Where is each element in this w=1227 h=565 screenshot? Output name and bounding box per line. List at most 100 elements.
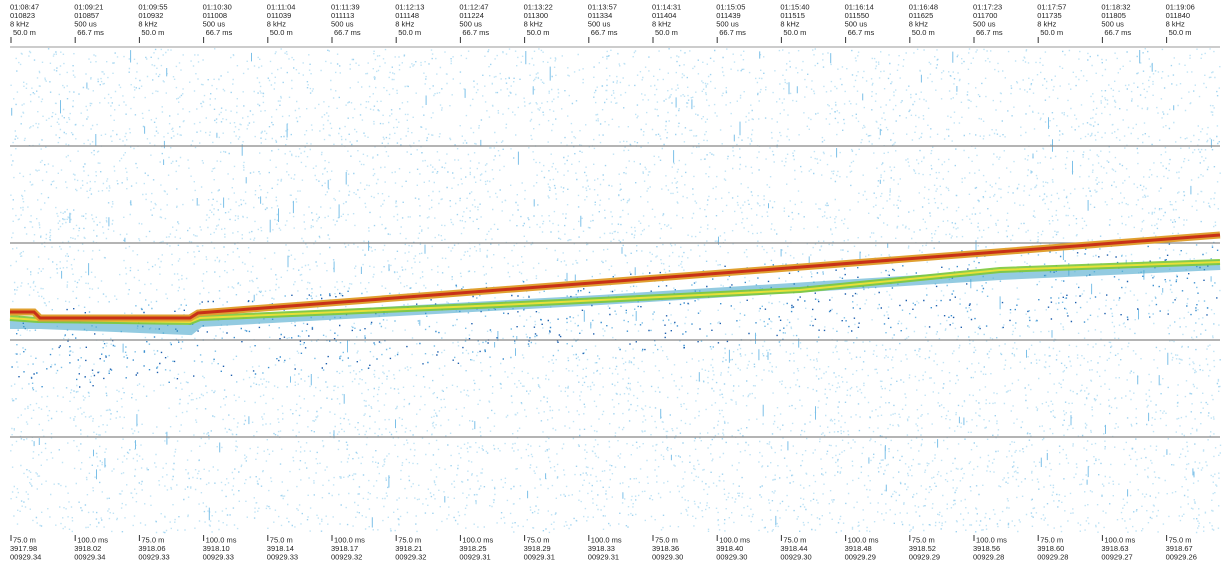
footer-label: 75.0 m [1040,536,1063,545]
header-label: 011515 [780,11,804,20]
header-label: 500 us [203,20,226,29]
footer-label: 00929.27 [1101,553,1132,562]
header-label: 8 kHz [138,20,157,29]
header-label: 8 kHz [780,20,799,29]
header-label: 50.0 m [912,28,935,37]
header-label: 50.0 m [1040,28,1063,37]
header-label: 010932 [138,11,163,20]
header-label: 011113 [331,11,354,20]
header-label: 500 us [459,20,482,29]
footer-label: 00929.31 [459,553,490,562]
header-label: 8 kHz [10,20,29,29]
header-label: 011840 [1166,11,1190,20]
header-label: 50.0 m [655,28,678,37]
header-label: 8 kHz [1166,20,1185,29]
footer-label: 00929.30 [716,553,747,562]
footer-label: 00929.34 [10,553,41,562]
header-label: 011550 [845,11,869,20]
footer-label: 00929.31 [588,553,619,562]
footer-label: 00929.32 [331,553,362,562]
speckle [10,48,1222,534]
footer-label: 100.0 ms [591,536,622,545]
footer-label: 75.0 m [912,536,935,545]
header-label: 01:08:47 [10,3,39,12]
footer-label: 00929.28 [1037,553,1068,562]
header-label: 01:11:04 [267,3,296,12]
footer-label: 00929.29 [909,553,940,562]
footer-label: 3918.36 [652,544,679,553]
footer-label: 3918.56 [973,544,1000,553]
header-label: 011224 [459,11,483,20]
header-label: 01:12:47 [459,3,488,12]
header-label: 01:09:55 [138,3,167,12]
footer-label: 3918.14 [267,544,294,553]
header-label: 50.0 m [398,28,421,37]
footer-label: 100.0 ms [976,536,1007,545]
header-label: 010857 [74,11,99,20]
header-label: 500 us [973,20,996,29]
header-label: 011008 [203,11,227,20]
header-label: 500 us [588,20,611,29]
sub-bottom-echo [10,260,1221,336]
header-label: 01:17:57 [1037,3,1066,12]
header-label: 01:13:57 [588,3,617,12]
header-label: 011148 [395,11,419,20]
header-label: 011625 [909,11,933,20]
header-label: 8 kHz [652,20,671,29]
footer-label: 3918.40 [716,544,743,553]
header-label: 8 kHz [1037,20,1056,29]
footer-label: 00929.30 [780,553,811,562]
header-label: 01:14:31 [652,3,681,12]
footer-label: 00929.31 [524,553,555,562]
footer-label: 3918.52 [909,544,936,553]
header-label: 66.7 ms [976,28,1003,37]
header-label: 01:12:13 [395,3,424,12]
header-label: 66.7 ms [206,28,233,37]
header-label: 66.7 ms [591,28,618,37]
header-label: 50.0 m [13,28,36,37]
header-label: 66.7 ms [719,28,746,37]
footer-label: 3918.10 [203,544,230,553]
footer-label: 3918.02 [74,544,101,553]
header-label: 01:19:06 [1166,3,1195,12]
header-label: 01:13:22 [524,3,553,12]
seafloor-echo [10,233,1221,320]
header-label: 01:09:21 [74,3,103,12]
footer-label: 75.0 m [13,536,36,545]
header-label: 66.7 ms [1104,28,1131,37]
footer-label: 75.0 m [270,536,293,545]
footer-label: 100.0 ms [848,536,879,545]
header-label: 500 us [331,20,354,29]
header-label: 01:15:40 [780,3,809,12]
header-label: 8 kHz [395,20,414,29]
footer-label: 3918.21 [395,544,422,553]
header-label: 01:10:30 [203,3,232,12]
echo-speckle [10,48,1222,534]
header-label: 66.7 ms [848,28,875,37]
footer-label: 00929.29 [845,553,876,562]
footer-label: 00929.30 [652,553,683,562]
header-label: 011300 [524,11,548,20]
header-label: 011700 [973,11,997,20]
header-label: 8 kHz [909,20,928,29]
header-label: 01:16:14 [845,3,874,12]
header-label: 66.7 ms [462,28,489,37]
footer-label: 00929.34 [74,553,105,562]
footer-label: 75.0 m [1169,536,1192,545]
header-label: 01:17:23 [973,3,1002,12]
header-label: 011735 [1037,11,1061,20]
footer-label: 100.0 ms [1104,536,1135,545]
header-label: 01:16:48 [909,3,938,12]
header-label: 500 us [74,20,97,29]
header-label: 010823 [10,11,35,20]
footer-label: 3918.63 [1101,544,1128,553]
footer-label: 3918.60 [1037,544,1064,553]
footer-label: 100.0 ms [77,536,108,545]
header-label: 500 us [1101,20,1124,29]
footer-label: 00929.26 [1166,553,1197,562]
header-label: 01:18:32 [1101,3,1130,12]
header-label: 011439 [716,11,740,20]
header-label: 50.0 m [270,28,293,37]
header-label: 011805 [1101,11,1125,20]
